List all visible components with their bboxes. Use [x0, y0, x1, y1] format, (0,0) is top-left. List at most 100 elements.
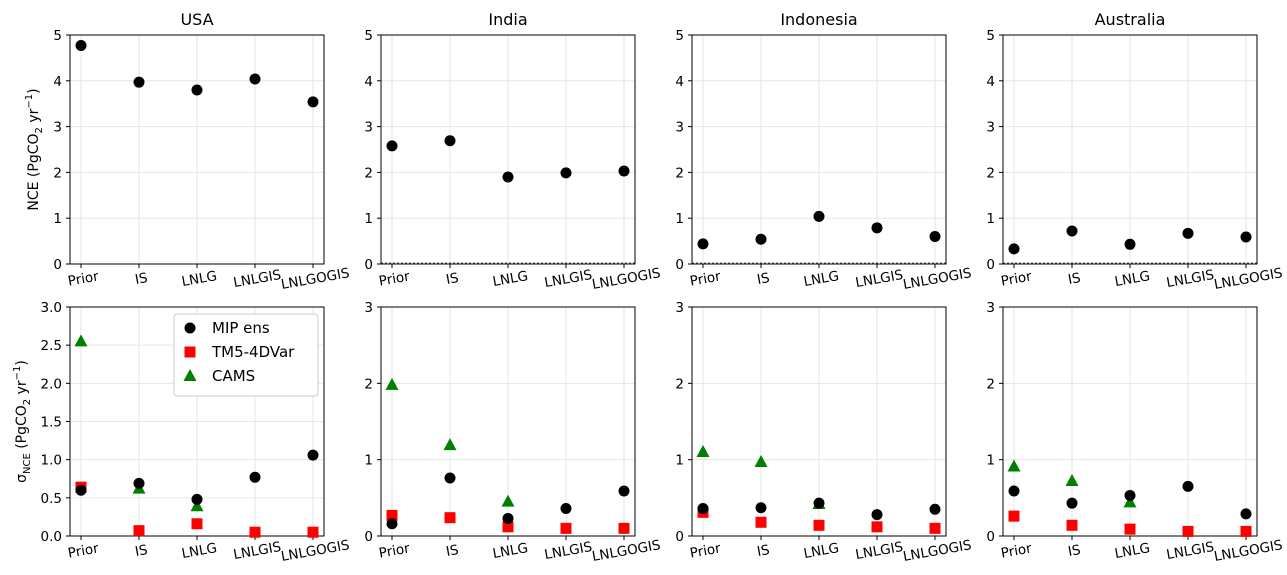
- data-point-mip-ens: [1008, 485, 1020, 497]
- y-tick-label: 3: [364, 300, 373, 316]
- data-point-mip-ens: [1124, 238, 1136, 250]
- data-point-mip-ens: [697, 238, 709, 250]
- data-point-tm5-4dvar: [560, 522, 572, 534]
- x-tick-label: LNLG: [180, 268, 218, 290]
- y-tick-label: 1: [675, 211, 684, 227]
- x-tick-label: IS: [445, 270, 460, 288]
- legend-box: [173, 313, 319, 397]
- y-tick-label: 3: [986, 300, 995, 316]
- data-point-mip-ens: [813, 497, 825, 509]
- axes-frame: [691, 34, 947, 265]
- data-point-mip-ens: [871, 222, 883, 234]
- y-tick-label: 2.5: [41, 338, 62, 354]
- x-tick-label: LNLG: [1113, 540, 1151, 562]
- data-point-mip-ens: [697, 503, 709, 515]
- data-point-mip-ens: [618, 165, 630, 177]
- panel-title: USA: [180, 10, 213, 29]
- x-tick-label: IS: [1067, 542, 1082, 560]
- y-tick-label: 1.5: [41, 415, 62, 431]
- legend-marker: [184, 346, 196, 358]
- x-tick-label: LNLGOGIS: [1213, 265, 1284, 293]
- x-tick-label: IS: [756, 270, 771, 288]
- legend-marker: [183, 369, 197, 381]
- data-point-mip-ens: [191, 84, 203, 96]
- y-tick-label: 2: [364, 165, 373, 181]
- x-tick-label: LNLG: [1113, 268, 1151, 290]
- x-tick-label: LNLGOGIS: [280, 265, 351, 293]
- x-tick-label: LNLGOGIS: [902, 265, 973, 293]
- axes-frame: [691, 306, 947, 537]
- y-tick-label: 0.0: [41, 529, 62, 545]
- data-point-tm5-4dvar: [444, 512, 456, 524]
- x-tick-label: IS: [756, 542, 771, 560]
- data-point-mip-ens: [75, 40, 87, 52]
- y-tick-label: 3: [53, 120, 62, 136]
- data-point-mip-ens: [307, 96, 319, 108]
- data-point-tm5-4dvar: [502, 521, 514, 533]
- y-tick-label: 2: [986, 165, 995, 181]
- y-tick-label: 1: [364, 211, 373, 227]
- y-tick-label: 1: [986, 453, 995, 469]
- y-tick-label: 3.0: [41, 300, 62, 316]
- x-tick-label: Prior: [378, 540, 412, 561]
- ylabel-top: NCE (PgCO2 yr−1): [24, 88, 45, 210]
- legend: MIP ens TM5-4DVar CAMS: [173, 313, 319, 397]
- y-tick-label: 5: [675, 28, 684, 44]
- y-tick-label: 2: [53, 165, 62, 181]
- legend-label: TM5-4DVar: [211, 343, 295, 361]
- data-point-tm5-4dvar: [307, 526, 319, 538]
- data-point-cams: [190, 499, 204, 512]
- data-point-tm5-4dvar: [871, 521, 883, 533]
- panel-title: Indonesia: [780, 10, 857, 29]
- data-point-cams: [1065, 474, 1079, 487]
- y-tick-label: 0.5: [41, 491, 62, 507]
- data-point-mip-ens: [249, 73, 261, 85]
- y-tick-label: 0: [986, 257, 995, 273]
- data-point-mip-ens: [1240, 508, 1252, 520]
- data-point-mip-ens: [502, 171, 514, 183]
- x-tick-label: LNLGIS: [543, 539, 593, 563]
- data-point-mip-ens: [813, 210, 825, 222]
- data-point-tm5-4dvar: [191, 518, 203, 530]
- axes-frame: [1002, 34, 1258, 265]
- data-point-cams: [501, 494, 515, 507]
- data-point-cams: [696, 445, 710, 458]
- y-tick-label: 3: [675, 300, 684, 316]
- x-tick-label: Prior: [1000, 268, 1034, 289]
- data-point-tm5-4dvar: [249, 526, 261, 538]
- y-tick-label: 0: [364, 257, 373, 273]
- data-point-tm5-4dvar: [929, 522, 941, 534]
- data-point-mip-ens: [133, 477, 145, 489]
- x-tick-label: Prior: [689, 268, 723, 289]
- data-point-mip-ens: [386, 518, 398, 530]
- x-tick-label: LNLGOGIS: [902, 537, 973, 565]
- data-point-tm5-4dvar: [1182, 525, 1194, 537]
- data-point-mip-ens: [618, 485, 630, 497]
- legend-label: MIP ens: [212, 319, 270, 337]
- ylabel-bottom: σNCE (PgCO2 yr−1): [12, 360, 33, 483]
- data-point-mip-ens: [560, 167, 572, 179]
- panel-sigma-0: 0.0 0.5 1.0 1.5 2.0 2.5 3.0 Prior IS LNLG LNLGISLN…: [41, 300, 351, 565]
- data-point-tm5-4dvar: [1066, 519, 1078, 531]
- x-tick-label: LNLGOGIS: [280, 537, 351, 565]
- x-tick-label: Prior: [689, 540, 723, 561]
- data-point-mip-ens: [1240, 231, 1252, 243]
- y-tick-label: 4: [986, 74, 995, 90]
- y-tick-label: 5: [364, 28, 373, 44]
- data-point-mip-ens: [560, 503, 572, 515]
- axes-frame: [380, 306, 636, 537]
- data-point-mip-ens: [755, 233, 767, 245]
- y-tick-label: 2: [986, 376, 995, 392]
- axes-frame: [69, 34, 325, 265]
- y-tick-label: 5: [986, 28, 995, 44]
- x-tick-label: LNLGIS: [1165, 539, 1215, 563]
- x-tick-label: IS: [1067, 270, 1082, 288]
- data-point-cams: [443, 438, 457, 451]
- y-tick-label: 1: [675, 453, 684, 469]
- data-point-mip-ens: [133, 76, 145, 88]
